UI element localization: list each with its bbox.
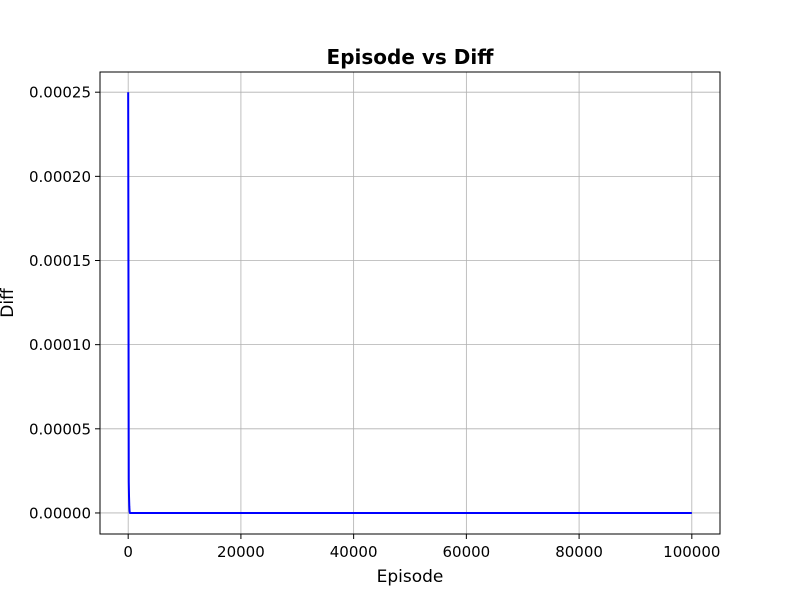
x-tick-label: 40000 — [330, 543, 378, 561]
grid-lines — [100, 72, 720, 534]
plot-area-frame — [99, 71, 721, 535]
y-tick-label: 0.00010 — [29, 336, 91, 354]
x-tick-label: 20000 — [217, 543, 265, 561]
diff-series-line — [127, 92, 692, 514]
y-axis-ticks: 0.00000 0.00005 0.00010 0.00015 0.00020 0.000… — [29, 84, 100, 522]
x-tick-label: 0 — [123, 543, 133, 561]
x-tick-label: 100000 — [663, 543, 720, 561]
y-tick-label: 0.00005 — [29, 420, 91, 438]
y-axis-label: Diff — [0, 287, 18, 318]
x-tick-label: 80000 — [555, 543, 603, 561]
chart-title: Episode vs Diff — [327, 45, 495, 69]
y-tick-label: 0.00000 — [29, 504, 91, 522]
x-tick-label: 60000 — [443, 543, 491, 561]
y-tick-label: 0.00015 — [29, 252, 91, 270]
y-tick-label: 0.00025 — [29, 84, 91, 102]
x-axis-label: Episode — [377, 567, 444, 587]
y-tick-label: 0.00020 — [29, 168, 91, 186]
series-layer — [127, 92, 692, 514]
plot-area-background — [100, 72, 720, 534]
x-axis-ticks: 0 20000 40000 60000 80000 100000 — [123, 534, 720, 561]
